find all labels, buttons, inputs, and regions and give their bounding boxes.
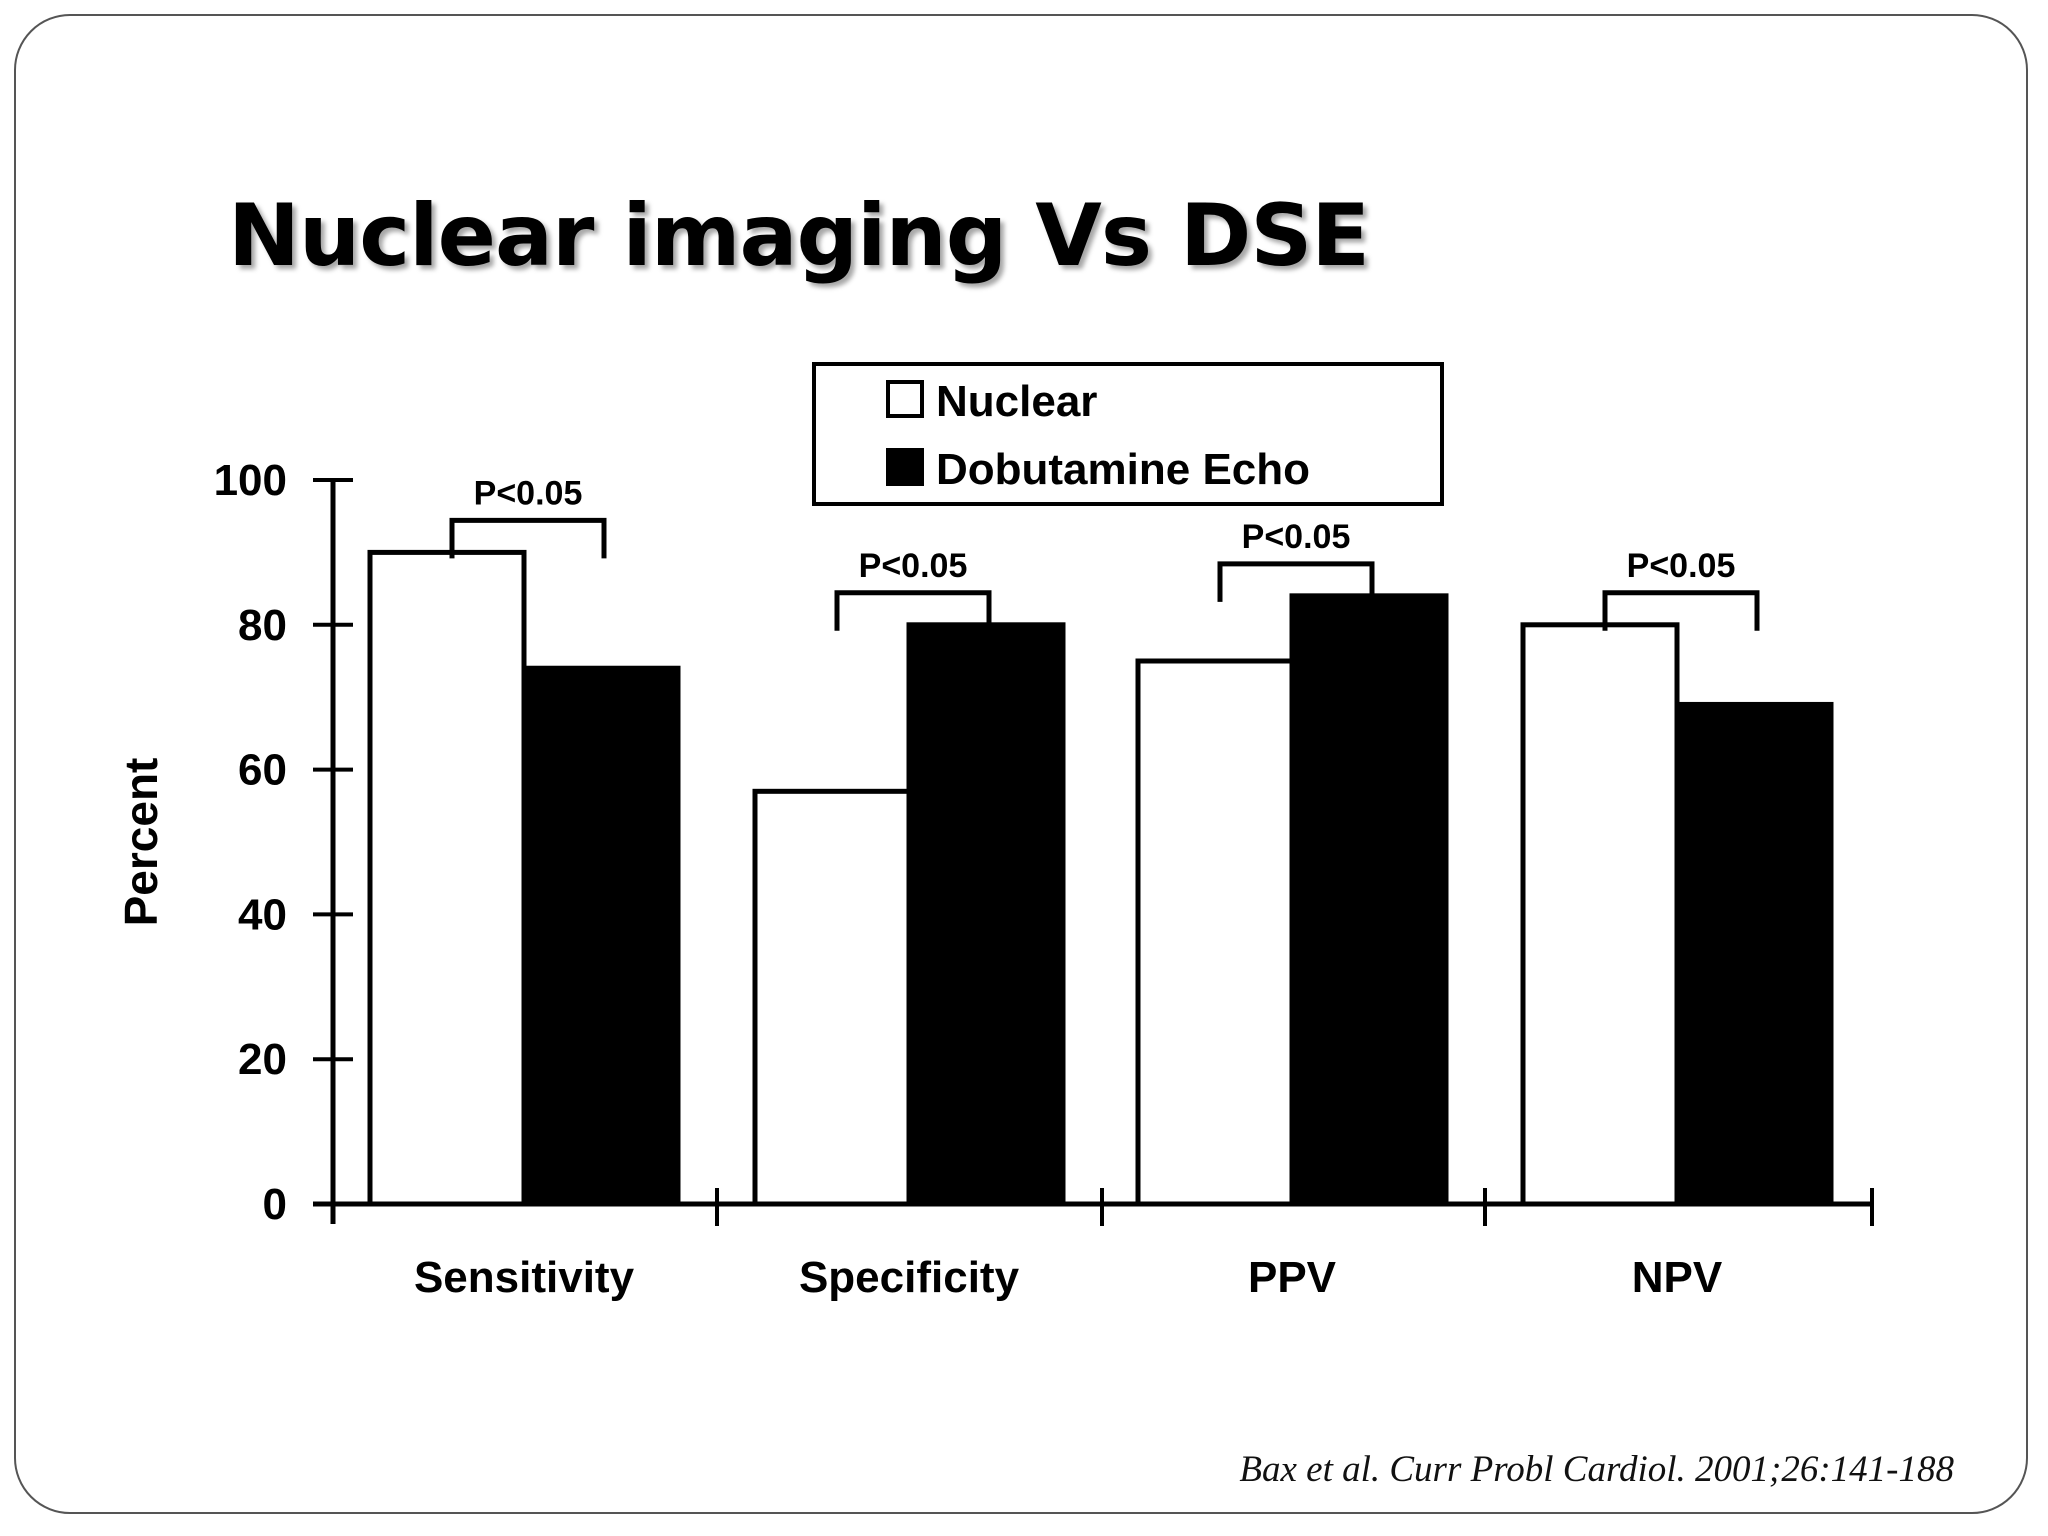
x-category-label: PPV: [1248, 1253, 1337, 1302]
x-category-label: NPV: [1632, 1253, 1723, 1302]
bar-nuclear-npv: [1520, 622, 1680, 1207]
y-tick-label: 0: [263, 1180, 287, 1229]
significance-bracket: [834, 590, 992, 631]
p-value-annotation: P<0.05: [1627, 547, 1736, 585]
y-tick-label: 20: [238, 1035, 287, 1084]
significance-bracket: [449, 517, 607, 559]
x-category-label: Sensitivity: [414, 1253, 635, 1302]
citation: Bax et al. Curr Probl Cardiol. 2001;26:1…: [1239, 1449, 1954, 1490]
p-value-annotation: P<0.05: [859, 547, 968, 585]
slide-title: Nuclear imaging Vs DSE: [228, 186, 1370, 286]
bar-nuclear-ppv: [1135, 658, 1295, 1207]
significance-bracket: [1217, 561, 1375, 602]
bar-nuclear-sensitivity: [367, 549, 527, 1207]
p-value-annotation: P<0.05: [474, 474, 583, 512]
legend-swatch-nuclear: [886, 380, 924, 418]
bar-nuclear-specificity: [752, 788, 912, 1207]
p-value-annotation: P<0.05: [1242, 518, 1351, 556]
legend-label-nuclear: Nuclear: [936, 377, 1097, 426]
y-tick-label: 80: [238, 601, 287, 650]
y-tick-label: 60: [238, 746, 287, 795]
y-tick-label: 100: [214, 456, 287, 505]
legend-label-dobutamine-echo: Dobutamine Echo: [936, 445, 1310, 494]
y-axis-label: Percent: [115, 758, 167, 927]
x-category-label: Specificity: [799, 1253, 1020, 1302]
significance-bracket: [1602, 590, 1760, 631]
bar-dobutamine-echo-npv: [1674, 701, 1834, 1207]
y-tick-label: 40: [238, 890, 287, 939]
bar-dobutamine-echo-specificity: [906, 622, 1066, 1207]
legend-swatch-dobutamine-echo: [886, 448, 924, 486]
bar-dobutamine-echo-ppv: [1289, 593, 1449, 1207]
bar-dobutamine-echo-sensitivity: [521, 665, 681, 1207]
